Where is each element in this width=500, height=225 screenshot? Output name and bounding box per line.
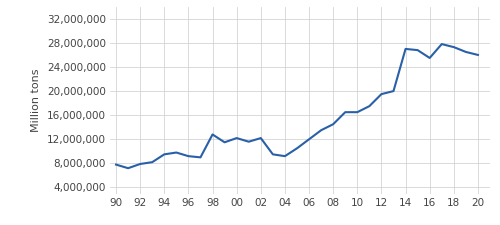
Y-axis label: Million tons: Million tons (32, 68, 42, 132)
